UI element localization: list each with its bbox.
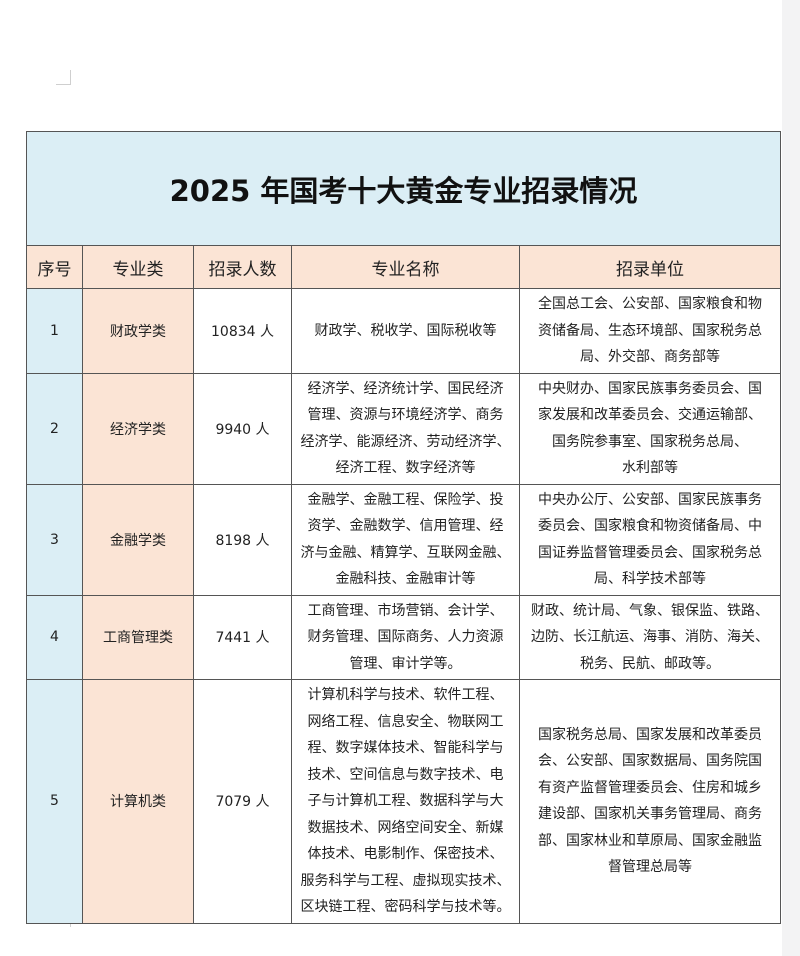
text-line: 税务、民航、邮政等。 xyxy=(580,655,721,672)
text-line: 体技术、电影制作、保密技术、 xyxy=(307,846,504,862)
text-line: 局、外交部、商务部等 xyxy=(580,349,721,365)
header-majors: 专业名称 xyxy=(291,245,520,289)
text-line: 局、科学技术部等 xyxy=(594,571,707,587)
header-category: 专业类 xyxy=(82,245,194,289)
text-line: 国证券监督管理委员会、国家税务总 xyxy=(538,544,763,561)
text-line: 国家税务总局、国家发展和改革委员 xyxy=(538,726,763,743)
header-row: 序号 专业类 招录人数 专业名称 招录单位 xyxy=(26,245,782,289)
text-line: 有资产监督管理委员会、住房和城乡 xyxy=(538,779,763,796)
text-line: 子与计算机工程、数据科学与大 xyxy=(307,793,504,809)
text-line: 中央办公厅、公安部、国家民族事务 xyxy=(538,491,763,508)
text-line: 建设部、国家机关事务管理局、商务 xyxy=(538,806,763,823)
major-category: 工商管理类 xyxy=(82,594,194,680)
major-names: 计算机科学与技术、软件工程、 网络工程、信息安全、物联网工 程、数字媒体技术、智能科… xyxy=(291,679,520,924)
recruit-count: 7441 人 xyxy=(193,594,292,680)
text-line: 督管理总局等 xyxy=(608,859,693,876)
text-line: 程、数字媒体技术、智能科学与 xyxy=(307,740,504,756)
page-title: 2025 年国考十大黄金专业招录情况 xyxy=(25,131,782,246)
text-line: 经济工程、数字经济等 xyxy=(335,460,476,476)
table-row: 1 财政学类 10834 人 财政学、税收学、国际税收等 全国总工会、公安部、国家粮食和… xyxy=(26,288,782,374)
row-number: 5 xyxy=(26,679,83,924)
row-number: 4 xyxy=(26,594,83,680)
major-names: 财政学、税收学、国际税收等 xyxy=(291,288,520,374)
crop-mark xyxy=(56,70,71,85)
table-row: 4 工商管理类 7441 人工商管理、市场营销、会计学、 财务管理、国际商务、人力资源… xyxy=(26,594,782,680)
text-line: 管理、审计学等。 xyxy=(349,655,462,672)
header-units: 招录单位 xyxy=(518,245,782,289)
major-category: 金融学类 xyxy=(82,483,194,596)
recruiting-units: 全国总工会、公安部、国家粮食和物 资储备局、生态环境部、国家税务总 局、外交部、商务… xyxy=(518,288,782,374)
recruiting-units: 中央办公厅、公安部、国家民族事务 委员会、国家粮食和物资储备局、中 国证券监督管理委… xyxy=(518,483,782,596)
text-line: 边防、长江航运、海事、消防、海关、 xyxy=(531,629,770,645)
text-line: 计算机科学与技术、软件工程、 xyxy=(307,687,504,703)
text-line: 经济学、经济统计学、国民经济 xyxy=(307,380,504,397)
page-edge xyxy=(782,0,800,956)
header-no: 序号 xyxy=(26,245,83,289)
row-number: 3 xyxy=(26,483,83,596)
text-line: 经济学、能源经济、劳动经济学、 xyxy=(300,433,511,450)
major-category: 财政学类 xyxy=(82,288,194,374)
text-line: 财务管理、国际商务、人力资源 xyxy=(307,629,504,645)
text-line: 资储备局、生态环境部、国家税务总 xyxy=(538,322,763,339)
table-row: 2 经济学类 9940 人经济学、经济统计学、国民经济 管理、资源与环境经济学、商务经… xyxy=(26,372,782,485)
header-count: 招录人数 xyxy=(193,245,292,289)
major-category: 计算机类 xyxy=(82,679,194,924)
row-number: 2 xyxy=(26,372,83,485)
text-line: 国务院参事室、国家税务总局、 xyxy=(552,433,749,450)
recruit-count: 10834 人 xyxy=(193,288,292,374)
text-line: 网络工程、信息安全、物联网工 xyxy=(307,713,504,730)
text-line: 资学、金融数学、信用管理、经 xyxy=(307,518,504,534)
recruit-count: 7079 人 xyxy=(193,679,292,924)
table-row: 3 金融学类 8198 人金融学、金融工程、保险学、投 资学、金融数学、信用管理、经济… xyxy=(26,483,782,596)
text-line: 财政学、税收学、国际税收等 xyxy=(314,322,497,339)
text-line: 数据技术、网络空间安全、新媒 xyxy=(307,819,504,836)
text-line: 中央财办、国家民族事务委员会、国 xyxy=(538,380,763,397)
text-line: 金融科技、金融审计等 xyxy=(335,571,476,587)
major-names: 金融学、金融工程、保险学、投 资学、金融数学、信用管理、经 济与金融、精算学、互联网… xyxy=(291,483,520,596)
recruit-count: 9940 人 xyxy=(193,372,292,485)
text-line: 管理、资源与环境经济学、商务 xyxy=(307,407,504,423)
recruiting-units: 国家税务总局、国家发展和改革委员 会、公安部、国家数据局、国务院国 有资产监督管理委… xyxy=(518,679,782,924)
recruitment-table: 2025 年国考十大黄金专业招录情况 序号 专业类 招录人数 专业名称 招录单位… xyxy=(25,131,782,924)
text-line: 水利部等 xyxy=(622,460,679,476)
text-line: 工商管理、市场营销、会计学、 xyxy=(307,602,504,619)
row-number: 1 xyxy=(26,288,83,374)
text-line: 区块链工程、密码科学与技术等。 xyxy=(300,899,511,915)
text-line: 财政、统计局、气象、银保监、铁路、 xyxy=(531,602,770,619)
text-line: 金融学、金融工程、保险学、投 xyxy=(307,491,504,508)
major-category: 经济学类 xyxy=(82,372,194,485)
text-line: 全国总工会、公安部、国家粮食和物 xyxy=(538,296,763,312)
text-line: 服务科学与工程、虚拟现实技术、 xyxy=(300,872,511,889)
text-line: 济与金融、精算学、互联网金融、 xyxy=(300,544,511,561)
text-line: 部、国家林业和草原局、国家金融监 xyxy=(538,832,763,849)
major-names: 经济学、经济统计学、国民经济 管理、资源与环境经济学、商务 经济学、能源经济、劳动经… xyxy=(291,372,520,485)
major-names: 工商管理、市场营销、会计学、 财务管理、国际商务、人力资源 管理、审计学等。 xyxy=(291,594,520,680)
text-line: 家发展和改革委员会、交通运输部、 xyxy=(538,407,763,423)
recruiting-units: 财政、统计局、气象、银保监、铁路、 边防、长江航运、海事、消防、海关、 税务、民航、… xyxy=(518,594,782,680)
text-line: 委员会、国家粮食和物资储备局、中 xyxy=(538,518,763,534)
recruiting-units: 中央财办、国家民族事务委员会、国 家发展和改革委员会、交通运输部、 国务院参事室、国… xyxy=(518,372,782,485)
text-line: 会、公安部、国家数据局、国务院国 xyxy=(538,753,763,770)
text-line: 技术、空间信息与数字技术、电 xyxy=(307,766,504,783)
recruit-count: 8198 人 xyxy=(193,483,292,596)
table-row: 5 计算机类 7079 人计算机科学与技术、软件工程、 网络工程、信息安全、物联网工程… xyxy=(26,679,782,924)
